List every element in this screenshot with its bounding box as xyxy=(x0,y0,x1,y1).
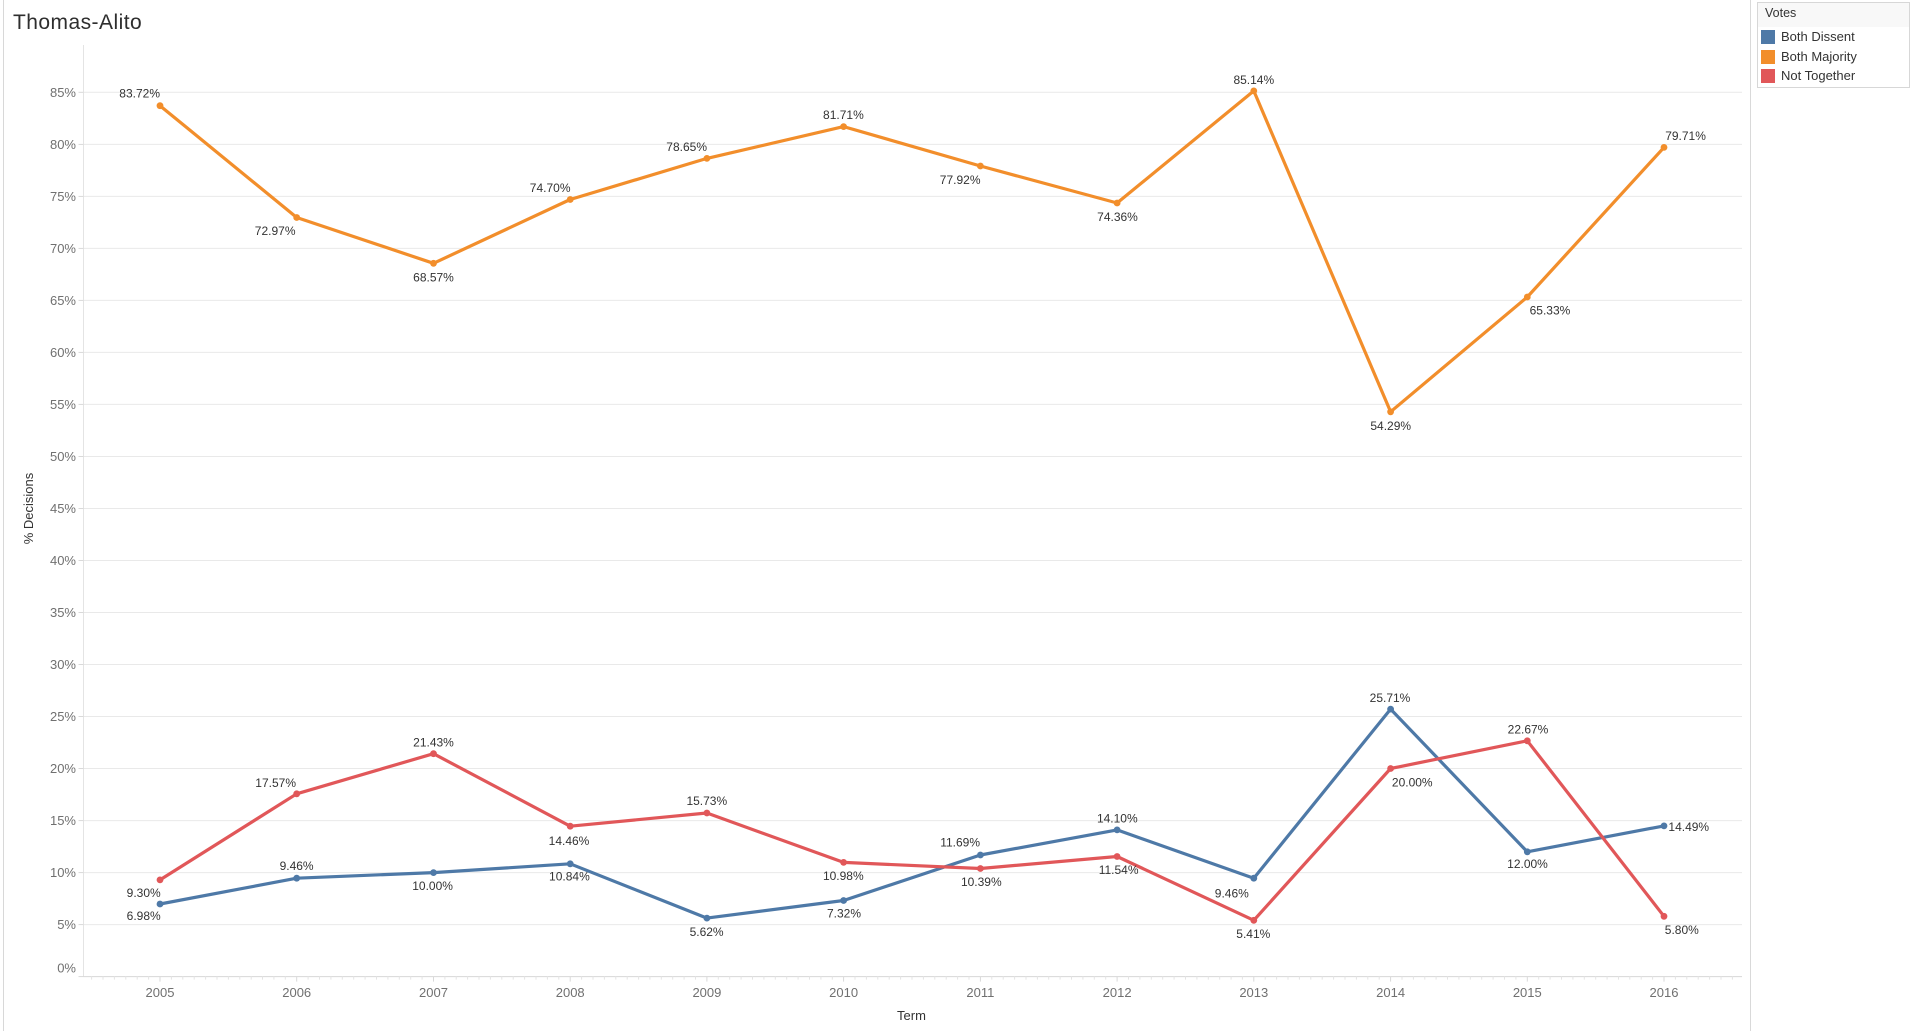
svg-text:11.54%: 11.54% xyxy=(1099,863,1139,877)
svg-text:30%: 30% xyxy=(50,657,76,672)
svg-text:74.36%: 74.36% xyxy=(1097,210,1138,224)
svg-text:54.29%: 54.29% xyxy=(1370,419,1411,433)
svg-text:2011: 2011 xyxy=(966,985,994,1000)
svg-text:7.32%: 7.32% xyxy=(827,907,861,921)
svg-text:12.00%: 12.00% xyxy=(1507,857,1548,871)
svg-text:22.67%: 22.67% xyxy=(1508,722,1549,736)
svg-text:65%: 65% xyxy=(50,293,76,308)
svg-text:20%: 20% xyxy=(50,761,76,776)
svg-text:2012: 2012 xyxy=(1103,985,1132,1000)
svg-text:81.71%: 81.71% xyxy=(823,108,864,122)
svg-text:2015: 2015 xyxy=(1513,985,1542,1000)
svg-text:21.43%: 21.43% xyxy=(413,736,454,750)
svg-text:83.72%: 83.72% xyxy=(119,87,160,101)
svg-text:25.71%: 25.71% xyxy=(1370,691,1411,705)
svg-text:70%: 70% xyxy=(50,241,76,256)
svg-text:10.39%: 10.39% xyxy=(961,875,1002,889)
svg-text:17.57%: 17.57% xyxy=(255,776,296,790)
svg-text:15.73%: 15.73% xyxy=(686,794,727,808)
svg-text:77.92%: 77.92% xyxy=(940,173,981,187)
svg-text:5.62%: 5.62% xyxy=(690,925,724,939)
svg-text:2007: 2007 xyxy=(419,985,448,1000)
svg-text:78.65%: 78.65% xyxy=(666,140,707,154)
svg-text:74.70%: 74.70% xyxy=(530,181,571,195)
svg-text:11.69%: 11.69% xyxy=(940,836,980,850)
svg-text:2014: 2014 xyxy=(1376,985,1405,1000)
svg-text:2006: 2006 xyxy=(282,985,311,1000)
svg-text:25%: 25% xyxy=(50,709,76,724)
svg-text:0%: 0% xyxy=(57,961,76,976)
svg-text:2013: 2013 xyxy=(1239,985,1268,1000)
svg-text:80%: 80% xyxy=(50,137,76,152)
svg-text:9.46%: 9.46% xyxy=(1215,887,1249,901)
svg-text:6.98%: 6.98% xyxy=(127,909,161,923)
svg-text:45%: 45% xyxy=(50,501,76,516)
svg-text:2016: 2016 xyxy=(1650,985,1679,1000)
svg-text:15%: 15% xyxy=(50,813,76,828)
svg-text:10.00%: 10.00% xyxy=(412,879,453,893)
svg-text:10%: 10% xyxy=(50,865,76,880)
svg-text:5.80%: 5.80% xyxy=(1665,923,1699,937)
svg-text:50%: 50% xyxy=(50,449,76,464)
svg-text:35%: 35% xyxy=(50,605,76,620)
svg-text:14.10%: 14.10% xyxy=(1097,812,1138,826)
svg-text:20.00%: 20.00% xyxy=(1392,776,1433,790)
svg-text:2008: 2008 xyxy=(556,985,585,1000)
svg-text:Term: Term xyxy=(897,1008,926,1023)
svg-text:2009: 2009 xyxy=(692,985,721,1000)
svg-text:68.57%: 68.57% xyxy=(413,271,454,285)
svg-text:85.14%: 85.14% xyxy=(1233,73,1274,87)
svg-text:10.98%: 10.98% xyxy=(823,869,864,883)
svg-text:% Decisions: % Decisions xyxy=(21,472,36,544)
svg-text:40%: 40% xyxy=(50,553,76,568)
svg-text:9.46%: 9.46% xyxy=(280,859,314,873)
svg-text:2005: 2005 xyxy=(146,985,175,1000)
svg-text:2010: 2010 xyxy=(829,985,858,1000)
svg-text:5%: 5% xyxy=(57,917,76,932)
svg-text:72.97%: 72.97% xyxy=(255,224,296,238)
svg-text:14.46%: 14.46% xyxy=(549,834,590,848)
svg-text:79.71%: 79.71% xyxy=(1665,129,1706,143)
svg-text:55%: 55% xyxy=(50,397,76,412)
svg-text:5.41%: 5.41% xyxy=(1236,927,1270,941)
svg-text:10.84%: 10.84% xyxy=(549,869,590,883)
svg-text:9.30%: 9.30% xyxy=(127,886,161,900)
svg-text:65.33%: 65.33% xyxy=(1530,304,1571,318)
svg-text:60%: 60% xyxy=(50,345,76,360)
svg-text:75%: 75% xyxy=(50,189,76,204)
svg-text:14.49%: 14.49% xyxy=(1668,820,1709,834)
svg-text:85%: 85% xyxy=(50,85,76,100)
